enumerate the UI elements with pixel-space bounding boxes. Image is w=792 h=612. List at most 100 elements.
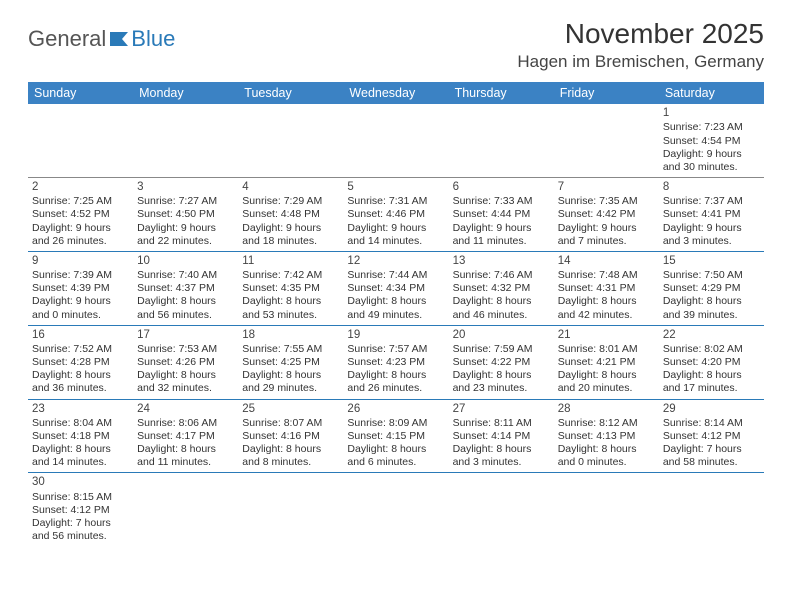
logo-text-1: General (28, 26, 106, 52)
daylight1-text: Daylight: 8 hours (663, 369, 760, 382)
daylight2-text: and 53 minutes. (242, 309, 339, 322)
calendar-cell: 6Sunrise: 7:33 AMSunset: 4:44 PMDaylight… (449, 177, 554, 251)
sunset-text: Sunset: 4:35 PM (242, 282, 339, 295)
daylight2-text: and 0 minutes. (32, 309, 129, 322)
calendar-cell: 8Sunrise: 7:37 AMSunset: 4:41 PMDaylight… (659, 177, 764, 251)
calendar-cell: 18Sunrise: 7:55 AMSunset: 4:25 PMDayligh… (238, 325, 343, 399)
daylight2-text: and 30 minutes. (663, 161, 760, 174)
sunset-text: Sunset: 4:29 PM (663, 282, 760, 295)
calendar-cell: 1Sunrise: 7:23 AMSunset: 4:54 PMDaylight… (659, 104, 764, 177)
calendar-cell: 23Sunrise: 8:04 AMSunset: 4:18 PMDayligh… (28, 399, 133, 473)
daylight2-text: and 23 minutes. (453, 382, 550, 395)
daylight1-text: Daylight: 8 hours (453, 295, 550, 308)
page-title: November 2025 (517, 18, 764, 50)
weekday-header-row: Sunday Monday Tuesday Wednesday Thursday… (28, 82, 764, 104)
sunrise-text: Sunrise: 7:23 AM (663, 121, 760, 134)
day-number: 11 (242, 254, 339, 268)
calendar-cell: 7Sunrise: 7:35 AMSunset: 4:42 PMDaylight… (554, 177, 659, 251)
calendar-cell: 20Sunrise: 7:59 AMSunset: 4:22 PMDayligh… (449, 325, 554, 399)
sunset-text: Sunset: 4:46 PM (347, 208, 444, 221)
sunrise-text: Sunrise: 7:48 AM (558, 269, 655, 282)
daylight1-text: Daylight: 8 hours (137, 369, 234, 382)
calendar-cell (28, 104, 133, 177)
sunrise-text: Sunrise: 8:14 AM (663, 417, 760, 430)
daylight1-text: Daylight: 7 hours (32, 517, 129, 530)
calendar-cell: 14Sunrise: 7:48 AMSunset: 4:31 PMDayligh… (554, 251, 659, 325)
daylight1-text: Daylight: 8 hours (663, 295, 760, 308)
daylight1-text: Daylight: 8 hours (32, 369, 129, 382)
title-block: November 2025 Hagen im Bremischen, Germa… (517, 18, 764, 72)
day-number: 16 (32, 328, 129, 342)
calendar-cell: 11Sunrise: 7:42 AMSunset: 4:35 PMDayligh… (238, 251, 343, 325)
calendar-cell (133, 104, 238, 177)
daylight2-text: and 8 minutes. (242, 456, 339, 469)
sunset-text: Sunset: 4:12 PM (32, 504, 129, 517)
calendar-cell (238, 473, 343, 546)
daylight1-text: Daylight: 8 hours (558, 369, 655, 382)
daylight1-text: Daylight: 9 hours (558, 222, 655, 235)
day-number: 8 (663, 180, 760, 194)
calendar-cell: 28Sunrise: 8:12 AMSunset: 4:13 PMDayligh… (554, 399, 659, 473)
day-number: 9 (32, 254, 129, 268)
calendar-row: 1Sunrise: 7:23 AMSunset: 4:54 PMDaylight… (28, 104, 764, 177)
logo-text-2: Blue (131, 26, 175, 52)
daylight2-text: and 39 minutes. (663, 309, 760, 322)
daylight1-text: Daylight: 8 hours (347, 295, 444, 308)
sunset-text: Sunset: 4:20 PM (663, 356, 760, 369)
sunset-text: Sunset: 4:44 PM (453, 208, 550, 221)
daylight2-text: and 46 minutes. (453, 309, 550, 322)
daylight1-text: Daylight: 8 hours (347, 369, 444, 382)
day-number: 14 (558, 254, 655, 268)
daylight2-text: and 14 minutes. (347, 235, 444, 248)
weekday-header: Saturday (659, 82, 764, 104)
sunrise-text: Sunrise: 8:07 AM (242, 417, 339, 430)
calendar-cell (343, 473, 448, 546)
weekday-header: Sunday (28, 82, 133, 104)
sunset-text: Sunset: 4:39 PM (32, 282, 129, 295)
sunset-text: Sunset: 4:32 PM (453, 282, 550, 295)
day-number: 4 (242, 180, 339, 194)
daylight2-text: and 29 minutes. (242, 382, 339, 395)
day-number: 15 (663, 254, 760, 268)
sunrise-text: Sunrise: 7:40 AM (137, 269, 234, 282)
day-number: 17 (137, 328, 234, 342)
sunrise-text: Sunrise: 8:06 AM (137, 417, 234, 430)
calendar-row: 30Sunrise: 8:15 AMSunset: 4:12 PMDayligh… (28, 473, 764, 546)
sunset-text: Sunset: 4:16 PM (242, 430, 339, 443)
daylight2-text: and 18 minutes. (242, 235, 339, 248)
sunrise-text: Sunrise: 7:59 AM (453, 343, 550, 356)
daylight1-text: Daylight: 8 hours (137, 295, 234, 308)
daylight1-text: Daylight: 9 hours (663, 148, 760, 161)
day-number: 12 (347, 254, 444, 268)
sunrise-text: Sunrise: 7:33 AM (453, 195, 550, 208)
daylight1-text: Daylight: 8 hours (347, 443, 444, 456)
sunrise-text: Sunrise: 7:37 AM (663, 195, 760, 208)
sunrise-text: Sunrise: 7:27 AM (137, 195, 234, 208)
calendar-cell: 27Sunrise: 8:11 AMSunset: 4:14 PMDayligh… (449, 399, 554, 473)
calendar-cell (343, 104, 448, 177)
sunrise-text: Sunrise: 7:29 AM (242, 195, 339, 208)
weekday-header: Tuesday (238, 82, 343, 104)
day-number: 5 (347, 180, 444, 194)
weekday-header: Wednesday (343, 82, 448, 104)
day-number: 28 (558, 402, 655, 416)
calendar-cell (554, 104, 659, 177)
calendar-cell: 9Sunrise: 7:39 AMSunset: 4:39 PMDaylight… (28, 251, 133, 325)
calendar-cell: 2Sunrise: 7:25 AMSunset: 4:52 PMDaylight… (28, 177, 133, 251)
daylight1-text: Daylight: 7 hours (663, 443, 760, 456)
daylight1-text: Daylight: 8 hours (558, 295, 655, 308)
day-number: 25 (242, 402, 339, 416)
sunset-text: Sunset: 4:31 PM (558, 282, 655, 295)
sunrise-text: Sunrise: 8:15 AM (32, 491, 129, 504)
day-number: 22 (663, 328, 760, 342)
daylight1-text: Daylight: 9 hours (663, 222, 760, 235)
calendar-cell: 15Sunrise: 7:50 AMSunset: 4:29 PMDayligh… (659, 251, 764, 325)
sunrise-text: Sunrise: 7:35 AM (558, 195, 655, 208)
sunset-text: Sunset: 4:26 PM (137, 356, 234, 369)
sunrise-text: Sunrise: 7:42 AM (242, 269, 339, 282)
calendar-row: 23Sunrise: 8:04 AMSunset: 4:18 PMDayligh… (28, 399, 764, 473)
daylight2-text: and 49 minutes. (347, 309, 444, 322)
sunrise-text: Sunrise: 8:04 AM (32, 417, 129, 430)
sunset-text: Sunset: 4:42 PM (558, 208, 655, 221)
day-number: 10 (137, 254, 234, 268)
